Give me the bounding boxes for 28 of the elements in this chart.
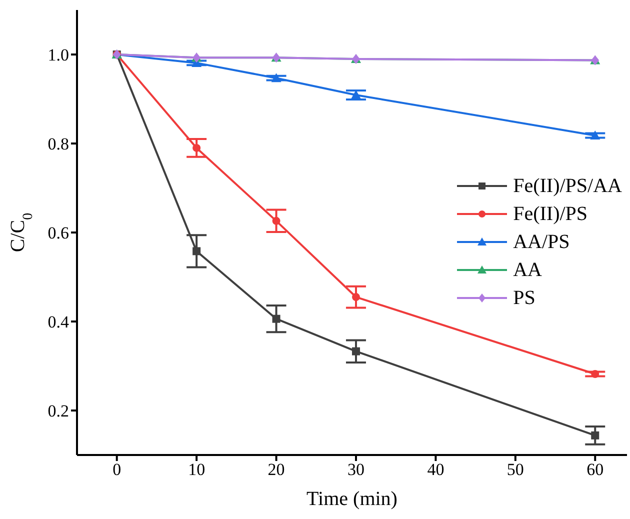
point (192, 247, 201, 256)
legend-label: AA (513, 258, 542, 283)
point (192, 144, 201, 152)
y-tick-label: 1.0 (48, 46, 69, 65)
point (271, 73, 282, 82)
point (352, 347, 360, 356)
x-tick-label: 40 (427, 460, 444, 480)
point (272, 216, 280, 225)
point (591, 431, 600, 440)
point (591, 370, 600, 378)
legend-label: PS (513, 286, 536, 311)
x-tick-label: 30 (347, 460, 364, 480)
legend-label: Fe(II)/PS/AA (513, 174, 622, 199)
legend-label: Fe(II)/PS (513, 202, 588, 227)
x-tick-label: 0 (112, 460, 122, 480)
x-tick-label: 50 (506, 460, 524, 480)
legend-label: AA/PS (513, 230, 570, 255)
y-tick-label: 0.8 (48, 134, 69, 154)
x-tick-label: 20 (268, 460, 285, 480)
y-tick-label: 0.6 (48, 224, 69, 243)
x-axis-title: Time (min) (306, 488, 398, 510)
point (272, 314, 280, 323)
y-tick-label: 0.2 (48, 402, 69, 421)
x-tick-label: 60 (586, 460, 604, 480)
point (590, 130, 600, 140)
y-tick-label: 0.4 (48, 312, 70, 332)
x-tick-label: 10 (188, 460, 206, 480)
point (352, 293, 360, 302)
